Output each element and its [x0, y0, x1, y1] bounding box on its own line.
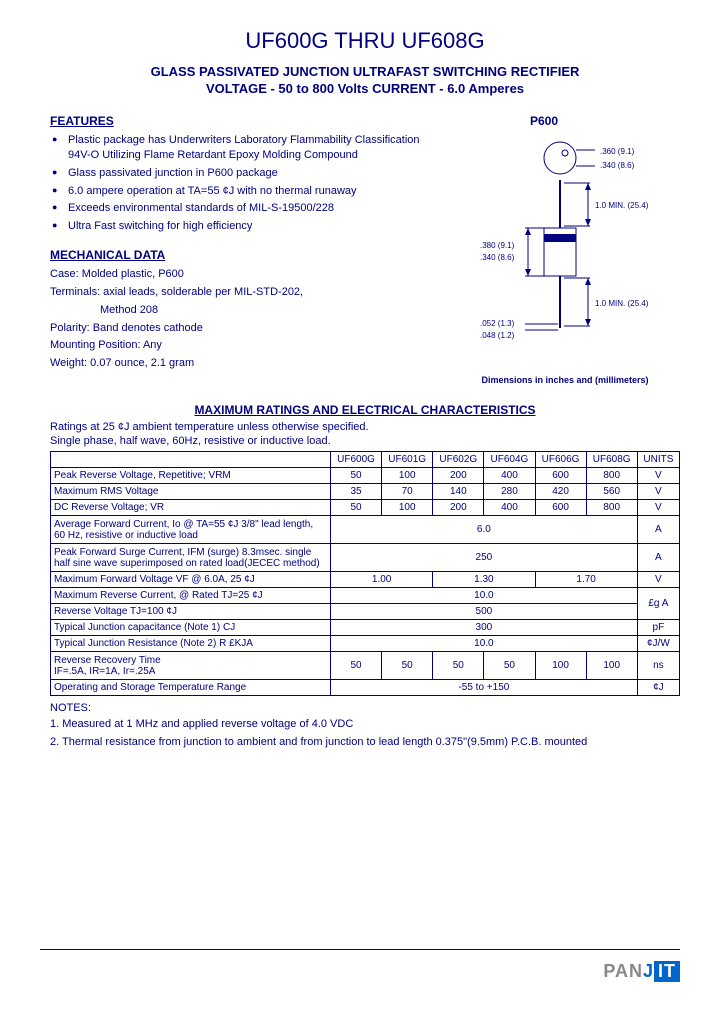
ratings-note1: Ratings at 25 ¢J ambient temperature unl… — [50, 421, 680, 433]
col-head: UF600G — [331, 452, 382, 468]
svg-text:.380 (9.1): .380 (9.1) — [480, 241, 515, 250]
ratings-note2: Single phase, half wave, 60Hz, resistive… — [50, 435, 680, 447]
svg-text:.340 (8.6): .340 (8.6) — [480, 253, 515, 262]
note-2: 2. Thermal resistance from junction to a… — [50, 735, 680, 750]
param: Reverse Recovery Time IF=.5A, IR=1A, Ir=… — [51, 652, 331, 680]
param: Typical Junction capacitance (Note 1) CJ — [51, 620, 331, 636]
param: Typical Junction Resistance (Note 2) R £… — [51, 636, 331, 652]
feature-item: Plastic package has Underwriters Laborat… — [50, 133, 440, 163]
notes-heading: NOTES: — [50, 702, 680, 714]
svg-text:.048 (1.2): .048 (1.2) — [480, 331, 515, 340]
svg-text:.052 (1.3): .052 (1.3) — [480, 319, 515, 328]
package-label: P600 — [530, 114, 680, 128]
mech-case: Case: Molded plastic, P600 — [50, 267, 440, 282]
feature-item: Exceeds environmental standards of MIL-S… — [50, 201, 440, 216]
col-head: UNITS — [637, 452, 679, 468]
mech-weight: Weight: 0.07 ounce, 2.1 gram — [50, 356, 440, 371]
features-heading: FEATURES — [50, 114, 440, 128]
param: Peak Forward Surge Current, IFM (surge) … — [51, 544, 331, 572]
svg-text:1.0 MIN. (25.4): 1.0 MIN. (25.4) — [595, 201, 649, 210]
ratings-heading: MAXIMUM RATINGS AND ELECTRICAL CHARACTER… — [50, 403, 680, 417]
brand-logo: PANJIT — [603, 961, 680, 982]
subtitle-1: GLASS PASSIVATED JUNCTION ULTRAFAST SWIT… — [50, 64, 680, 79]
col-head: UF602G — [433, 452, 484, 468]
svg-text:1.0 MIN. (25.4): 1.0 MIN. (25.4) — [595, 299, 649, 308]
param: Reverse Voltage TJ=100 ¢J — [51, 604, 331, 620]
svg-text:.340 (8.6): .340 (8.6) — [600, 161, 635, 170]
param: DC Reverse Voltage; VR — [51, 500, 331, 516]
dimension-caption: Dimensions in inches and (millimeters) — [450, 375, 680, 385]
feature-item: Glass passivated junction in P600 packag… — [50, 166, 440, 181]
mech-terminals2: Method 208 — [50, 303, 440, 318]
param: Peak Reverse Voltage, Repetitive; VRM — [51, 468, 331, 484]
col-head: UF606G — [535, 452, 586, 468]
col-head: UF608G — [586, 452, 637, 468]
mech-mounting: Mounting Position: Any — [50, 338, 440, 353]
footer-rule — [40, 949, 680, 950]
param: Maximum Forward Voltage VF @ 6.0A, 25 ¢J — [51, 572, 331, 588]
package-diagram: .360 (9.1) .340 (8.6) 1.0 MIN. (25.4) .3… — [450, 128, 680, 368]
param: Operating and Storage Temperature Range — [51, 680, 331, 696]
page-title: UF600G THRU UF608G — [50, 28, 680, 54]
mechanical-heading: MECHANICAL DATA — [50, 248, 440, 262]
col-head: UF604G — [484, 452, 535, 468]
col-head: UF601G — [382, 452, 433, 468]
param: Maximum Reverse Current, @ Rated TJ=25 ¢… — [51, 588, 331, 604]
note-1: 1. Measured at 1 MHz and applied reverse… — [50, 717, 680, 732]
mech-terminals: Terminals: axial leads, solderable per M… — [50, 285, 440, 300]
feature-item: Ultra Fast switching for high efficiency — [50, 219, 440, 234]
param: Maximum RMS Voltage — [51, 484, 331, 500]
feature-item: 6.0 ampere operation at TA=55 ¢J with no… — [50, 184, 440, 199]
mech-polarity: Polarity: Band denotes cathode — [50, 321, 440, 336]
subtitle-2: VOLTAGE - 50 to 800 Volts CURRENT - 6.0 … — [50, 81, 680, 96]
features-list: Plastic package has Underwriters Laborat… — [50, 133, 440, 234]
ratings-table: UF600G UF601G UF602G UF604G UF606G UF608… — [50, 451, 680, 696]
svg-text:.360 (9.1): .360 (9.1) — [600, 147, 635, 156]
param: Average Forward Current, Io @ TA=55 ¢J 3… — [51, 516, 331, 544]
